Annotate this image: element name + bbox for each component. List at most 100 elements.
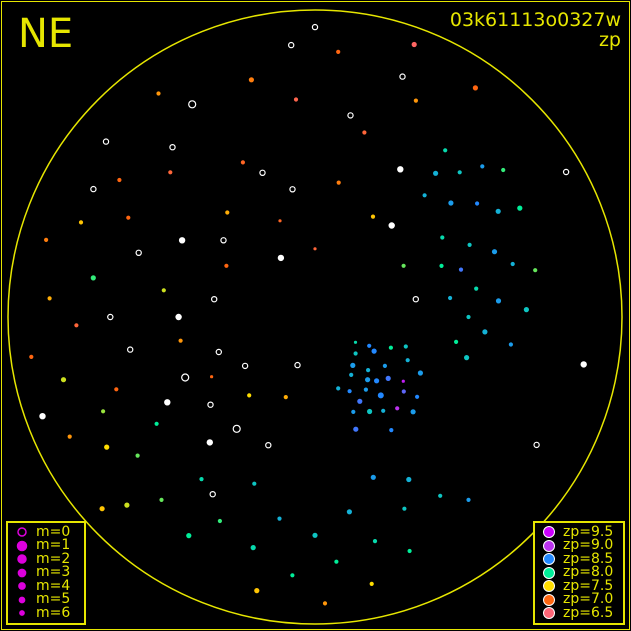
- zp-point-4: [377, 392, 384, 399]
- zp-color-dot-icon: [535, 579, 563, 593]
- zp-point-39: [495, 298, 502, 304]
- zp-point-110: [178, 338, 183, 343]
- zp-point-2: [385, 375, 391, 381]
- catalog-star-136: [259, 169, 266, 176]
- zp-point-8: [353, 426, 359, 432]
- zp-point-84: [74, 323, 79, 328]
- magnitude-dot-icon: [8, 580, 36, 592]
- catalog-star-116: [311, 23, 319, 31]
- zp-point-51: [501, 167, 506, 173]
- zp-point-40: [466, 314, 471, 320]
- catalog-star-118: [388, 222, 395, 229]
- zp-point-73: [322, 601, 328, 606]
- zp-point-38: [474, 286, 479, 291]
- magnitude-dot-icon: [8, 526, 36, 538]
- zp-point-63: [290, 573, 295, 578]
- zp-point-58: [370, 474, 376, 480]
- legend-m-label: m=3: [36, 564, 71, 581]
- zp-point-41: [482, 329, 488, 335]
- magnitude-dot-icon: [8, 594, 36, 606]
- zp-point-68: [186, 533, 192, 539]
- catalog-star-117: [399, 73, 406, 80]
- zp-point-52: [517, 205, 523, 211]
- legend-zp-label: zp=9.5: [563, 523, 614, 540]
- zp-point-43: [464, 355, 470, 361]
- zp-point-88: [78, 220, 84, 225]
- zp-point-55: [443, 148, 448, 153]
- catalog-star-140: [90, 185, 97, 193]
- zp-point-65: [250, 545, 256, 551]
- zp-point-98: [293, 97, 299, 102]
- zp-point-1: [382, 363, 387, 368]
- legend-m-label: m=2: [36, 550, 71, 567]
- zp-color-dot-icon: [535, 566, 563, 580]
- zp-point-0: [371, 348, 377, 354]
- zp-point-6: [367, 408, 373, 415]
- zp-point-46: [439, 263, 444, 268]
- legend-m-label: m=5: [36, 591, 71, 608]
- legend-m-item: m=2: [8, 550, 84, 567]
- zp-point-87: [44, 237, 49, 242]
- zp-point-115: [411, 41, 417, 48]
- zp-point-113: [283, 395, 288, 400]
- catalog-star-138: [347, 112, 354, 119]
- zp-point-80: [67, 434, 72, 439]
- zp-point-83: [29, 354, 34, 359]
- zp-color-dot-icon: [535, 593, 563, 607]
- zp-point-89: [126, 215, 131, 220]
- zp-point-90: [154, 421, 159, 426]
- legend-zp-item: zp=8.0: [535, 564, 623, 581]
- zp-point-109: [161, 288, 166, 293]
- zp-point-22: [388, 345, 393, 350]
- catalog-star-122: [265, 442, 272, 449]
- zp-point-21: [381, 408, 386, 413]
- zp-point-29: [365, 377, 371, 383]
- zp-point-19: [401, 379, 405, 383]
- zp-point-92: [99, 506, 105, 512]
- plot-quantity: zp: [598, 29, 621, 51]
- zp-point-81: [114, 387, 119, 392]
- zp-point-16: [353, 340, 358, 344]
- zp-point-96: [240, 160, 245, 165]
- zp-point-60: [346, 509, 352, 515]
- catalog-star-120: [580, 361, 587, 368]
- zp-point-10: [417, 370, 423, 376]
- zp-point-104: [278, 219, 282, 223]
- zp-point-66: [252, 481, 257, 486]
- zp-point-111: [210, 375, 214, 379]
- zeropoint-legend: zp=9.5 zp=9.0 zp=8.5 zp=8.0 zp=7.5 zp=7.0 zp=6…: [533, 520, 625, 625]
- zp-point-102: [472, 85, 478, 91]
- magnitude-legend: m=0 m=1 m=2 m=3 m=4 m=5 m=6: [6, 520, 86, 625]
- zp-point-74: [254, 588, 260, 594]
- legend-zp-label: zp=9.0: [563, 537, 614, 554]
- catalog-star-123: [209, 491, 216, 498]
- legend-m-item: m=0: [8, 525, 84, 540]
- catalog-star-141: [107, 313, 114, 321]
- zp-point-95: [156, 91, 161, 96]
- zp-point-5: [363, 387, 368, 392]
- catalog-star-150: [188, 100, 197, 109]
- zp-point-26: [336, 386, 341, 391]
- legend-zp-item: zp=9.0: [535, 537, 623, 554]
- zp-point-23: [403, 344, 408, 349]
- zp-point-24: [410, 409, 416, 415]
- zp-point-94: [168, 170, 173, 175]
- catalog-star-146: [241, 362, 249, 370]
- horizon-circle: [7, 9, 623, 625]
- zp-point-27: [367, 343, 372, 348]
- zp-point-112: [247, 393, 252, 398]
- zp-point-114: [401, 263, 406, 268]
- zp-point-48: [523, 307, 530, 313]
- zp-point-31: [457, 170, 462, 175]
- zp-point-49: [508, 342, 513, 347]
- legend-m-item: m=1: [8, 538, 84, 553]
- legend-zp-item: zp=7.0: [535, 592, 623, 607]
- legend-m-label: m=4: [36, 577, 71, 594]
- zp-point-12: [395, 406, 400, 411]
- zp-point-15: [353, 351, 358, 356]
- zp-point-107: [313, 247, 317, 251]
- catalog-star-121: [533, 441, 540, 449]
- legend-zp-label: zp=8.0: [563, 564, 614, 581]
- zp-point-25: [389, 428, 394, 433]
